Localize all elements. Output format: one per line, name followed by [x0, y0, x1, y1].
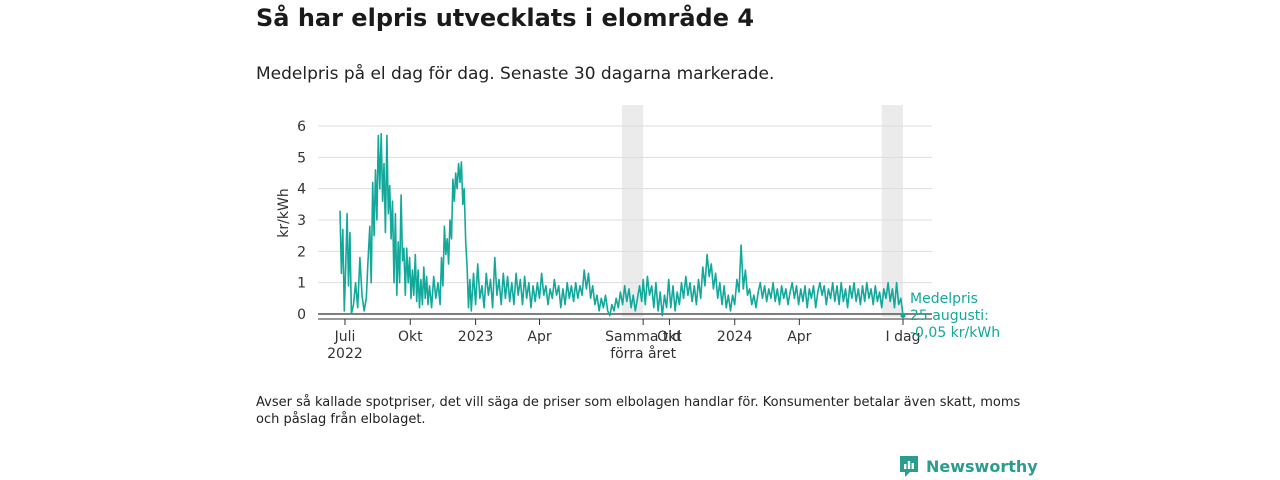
x-tick-label-2: 2023	[458, 329, 494, 345]
chart-title: Så har elpris utvecklats i elområde 4	[256, 4, 755, 32]
y-tick-label-4: 4	[297, 182, 306, 198]
highlight-periods	[621, 105, 903, 317]
x-tick-label-4: Samma tid förra året	[605, 329, 681, 362]
x-tick-label-3: Apr	[527, 329, 551, 345]
x-tick-label-7: Apr	[787, 329, 811, 345]
x-tick-label-1: Okt	[398, 329, 423, 345]
grid-lines	[318, 125, 932, 315]
latest-point-marker	[900, 313, 906, 319]
x-tick-label-0: Juli 2022	[327, 329, 363, 362]
newsworthy-logo-icon	[900, 456, 918, 477]
x-tick-label-6: 2024	[717, 329, 753, 345]
highlight-period-2	[881, 105, 903, 317]
annotation-text: Medelpris 25 augusti: -0,05 kr/kWh	[910, 291, 1000, 341]
y-tick-label-0: 0	[297, 307, 306, 323]
y-tick-label-5: 5	[297, 150, 306, 166]
y-tick-label-2: 2	[297, 244, 306, 260]
y-tick-label-6: 6	[297, 119, 306, 135]
brand-logo[interactable]: Newsworthy	[898, 454, 1038, 478]
highlight-period-1	[621, 105, 644, 317]
price-series	[339, 133, 904, 317]
x-tick-label-8: I dag	[886, 329, 921, 345]
y-tick-label-3: 3	[297, 213, 306, 229]
y-axis-label: kr/kWh	[276, 188, 292, 237]
series-line-0	[339, 133, 904, 317]
line-chart: 0 1 2 3 4 5 6 kr/kWh Juli 2022 Okt 2023 Apr Samma t…	[276, 105, 1000, 362]
footnote: Avser så kallade spotpriser, det vill sä…	[256, 395, 1021, 427]
x-tick-label-5: Okt	[657, 329, 682, 345]
y-axis-ticks: 0 1 2 3 4 5 6	[297, 119, 306, 323]
latest-price-annotation: Medelpris 25 augusti: -0,05 kr/kWh	[900, 291, 1000, 341]
brand-name: Newsworthy	[926, 456, 1038, 476]
chart-subtitle: Medelpris på el dag för dag. Senaste 30 …	[256, 64, 775, 84]
y-tick-label-1: 1	[297, 276, 306, 292]
